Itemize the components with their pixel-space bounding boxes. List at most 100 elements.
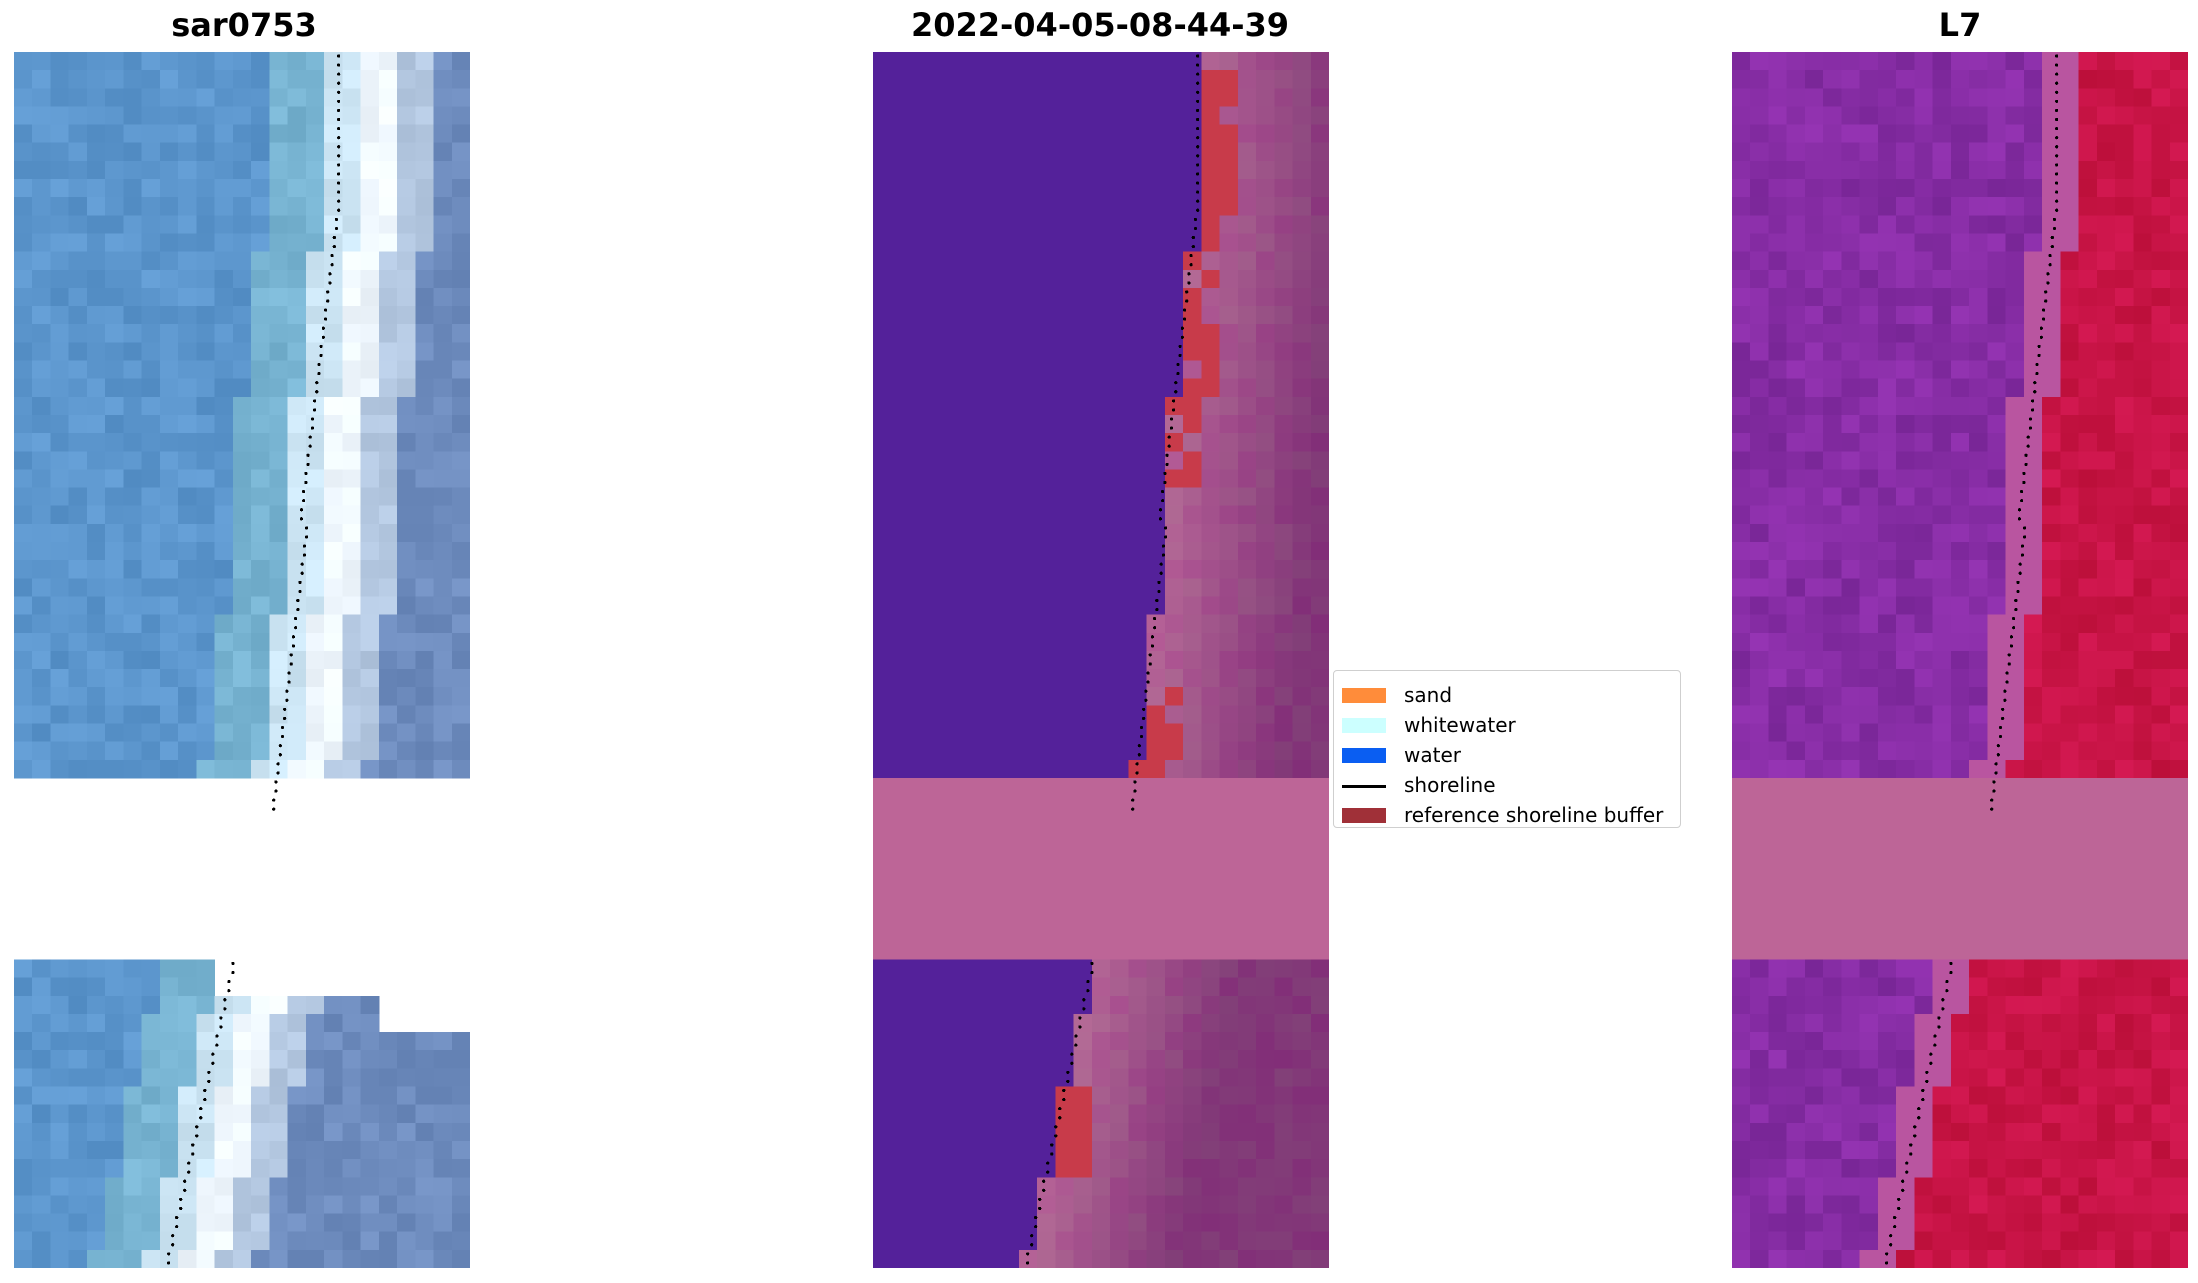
image-pixel bbox=[397, 451, 416, 471]
class-pixel bbox=[1018, 1068, 1038, 1088]
class-pixel bbox=[964, 959, 984, 979]
class-pixel bbox=[945, 396, 965, 416]
index-pixel bbox=[2151, 1177, 2171, 1197]
class-pixel bbox=[891, 1140, 911, 1160]
image-pixel bbox=[232, 124, 252, 144]
class-pixel bbox=[1237, 414, 1257, 434]
class-pixel bbox=[1018, 723, 1038, 743]
image-pixel bbox=[105, 1086, 125, 1106]
class-pixel bbox=[1091, 1104, 1111, 1124]
index-pixel bbox=[2151, 1050, 2171, 1069]
image-pixel bbox=[159, 560, 179, 579]
index-pixel bbox=[1914, 723, 1934, 743]
image-pixel bbox=[378, 614, 398, 634]
class-pixel bbox=[1055, 1177, 1075, 1197]
image-pixel bbox=[397, 179, 416, 198]
class-pixel bbox=[909, 342, 929, 362]
index-pixel bbox=[1969, 1104, 1988, 1124]
class-pixel bbox=[964, 360, 984, 380]
image-pixel bbox=[287, 1050, 307, 1069]
index-pixel bbox=[2096, 596, 2116, 616]
image-pixel bbox=[360, 723, 380, 743]
class-pixel bbox=[1164, 269, 1184, 289]
image-pixel bbox=[251, 1122, 270, 1142]
class-pixel bbox=[873, 941, 892, 961]
index-pixel bbox=[1768, 106, 1788, 126]
index-pixel bbox=[1804, 469, 1824, 489]
image-pixel bbox=[232, 1032, 252, 1051]
shoreline-point bbox=[328, 281, 332, 285]
index-pixel bbox=[2023, 1177, 2043, 1197]
index-pixel bbox=[1750, 251, 1770, 271]
image-pixel bbox=[196, 1177, 216, 1197]
image-pixel bbox=[251, 578, 270, 598]
image-pixel bbox=[415, 197, 435, 216]
index-pixel bbox=[1804, 1104, 1824, 1124]
class-pixel bbox=[1146, 850, 1166, 870]
index-pixel bbox=[1859, 233, 1879, 253]
class-pixel bbox=[945, 1249, 965, 1268]
image-pixel bbox=[68, 614, 88, 634]
class-pixel bbox=[1000, 959, 1020, 979]
image-pixel bbox=[141, 233, 161, 253]
index-pixel bbox=[2042, 70, 2061, 89]
index-pixel bbox=[2060, 523, 2080, 543]
class-pixel bbox=[1037, 1195, 1056, 1215]
index-pixel bbox=[1841, 777, 1861, 797]
class-pixel bbox=[1073, 1086, 1093, 1106]
index-pixel bbox=[1914, 1177, 1934, 1197]
image-pixel bbox=[378, 1177, 398, 1197]
index-pixel bbox=[1768, 160, 1788, 180]
index-pixel bbox=[2060, 1159, 2080, 1178]
class-pixel bbox=[1110, 542, 1129, 561]
index-pixel bbox=[1750, 1140, 1770, 1160]
class-pixel bbox=[945, 414, 965, 434]
class-pixel bbox=[1310, 378, 1329, 398]
index-pixel bbox=[1914, 977, 1934, 997]
class-pixel bbox=[964, 124, 984, 144]
index-pixel bbox=[2078, 523, 2098, 543]
class-pixel bbox=[1256, 142, 1275, 162]
class-pixel bbox=[945, 995, 965, 1015]
index-pixel bbox=[2005, 759, 2025, 779]
image-pixel bbox=[105, 1050, 125, 1069]
class-pixel bbox=[1256, 542, 1275, 561]
class-pixel bbox=[1256, 687, 1275, 706]
class-pixel bbox=[1073, 324, 1093, 343]
image-pixel bbox=[159, 342, 179, 362]
image-pixel bbox=[86, 360, 106, 380]
index-pixel bbox=[2169, 287, 2188, 307]
image-pixel bbox=[342, 287, 362, 307]
class-pixel bbox=[1164, 632, 1184, 652]
image-pixel bbox=[141, 723, 161, 743]
image-pixel bbox=[415, 1068, 435, 1088]
image-pixel bbox=[269, 342, 289, 362]
image-pixel bbox=[269, 414, 289, 434]
index-pixel bbox=[1841, 1213, 1861, 1233]
shoreline-point bbox=[274, 789, 278, 793]
class-pixel bbox=[964, 306, 984, 325]
image-pixel bbox=[214, 1104, 234, 1124]
image-pixel bbox=[378, 160, 398, 180]
class-pixel bbox=[1055, 1231, 1075, 1251]
class-pixel bbox=[909, 650, 929, 670]
class-pixel bbox=[1310, 650, 1329, 670]
index-pixel bbox=[1950, 523, 1970, 543]
image-pixel bbox=[14, 1104, 33, 1124]
image-pixel bbox=[32, 1195, 52, 1215]
class-pixel bbox=[1128, 1086, 1148, 1106]
class-pixel bbox=[1018, 269, 1038, 289]
index-pixel bbox=[1932, 378, 1952, 398]
index-pixel bbox=[1969, 832, 1988, 852]
class-pixel bbox=[1055, 777, 1075, 797]
index-pixel bbox=[1896, 995, 1915, 1015]
image-pixel bbox=[251, 451, 270, 471]
class-pixel bbox=[945, 1122, 965, 1142]
index-pixel bbox=[1859, 1159, 1879, 1178]
class-pixel bbox=[964, 233, 984, 253]
index-pixel bbox=[2169, 596, 2188, 616]
image-pixel bbox=[451, 52, 470, 71]
index-pixel bbox=[1896, 1213, 1915, 1233]
image-pixel bbox=[32, 396, 52, 416]
image-pixel bbox=[269, 1140, 289, 1160]
